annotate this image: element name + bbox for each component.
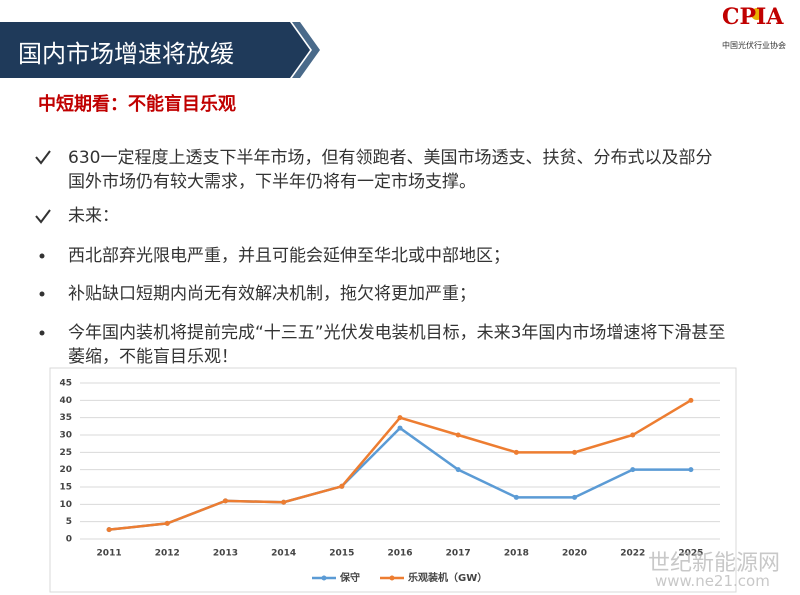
y-tick-label: 25 bbox=[59, 448, 72, 458]
point bbox=[339, 483, 345, 489]
point bbox=[630, 467, 636, 473]
y-tick-label: 0 bbox=[66, 535, 72, 545]
logo-sun bbox=[751, 8, 763, 20]
legend-swatch-point bbox=[389, 575, 395, 581]
y-tick-label: 20 bbox=[59, 465, 72, 475]
watermark: 世纪新能源网 bbox=[648, 551, 781, 576]
x-tick-label: 2011 bbox=[97, 549, 122, 559]
point bbox=[630, 432, 636, 438]
chart-frame bbox=[49, 367, 737, 593]
y-tick-label: 10 bbox=[59, 500, 72, 510]
banner-edge bbox=[292, 22, 320, 78]
check-marker bbox=[35, 150, 51, 165]
x-tick-label: 2012 bbox=[155, 549, 180, 559]
title-banner bbox=[0, 22, 310, 78]
point bbox=[455, 467, 461, 473]
point bbox=[397, 415, 403, 421]
point bbox=[222, 498, 228, 504]
point bbox=[688, 397, 694, 403]
bullet-text: 西北部弃光限电严重，并且可能会延伸至华北或中部地区； bbox=[68, 246, 510, 266]
x-tick-label: 2022 bbox=[620, 549, 645, 559]
bullet-text: 未来： bbox=[68, 206, 119, 226]
legend-label: 乐观装机（GW） bbox=[408, 571, 487, 584]
watermark-url: www.ne21.com bbox=[655, 572, 770, 590]
x-tick-label: 2015 bbox=[329, 549, 354, 559]
bullet-marker bbox=[39, 253, 45, 259]
point bbox=[513, 494, 519, 500]
bullet-text: 补贴缺口短期内尚无有效解决机制，拖欠将更加严重； bbox=[68, 284, 476, 304]
y-tick-label: 45 bbox=[59, 379, 72, 389]
y-tick-label: 30 bbox=[59, 431, 72, 441]
x-tick-label: 2014 bbox=[271, 549, 296, 559]
legend-swatch-point bbox=[321, 575, 327, 581]
bullet-text: 今年国内装机将提前完成“十三五”光伏发电装机目标，未来3年国内市场增速将下滑甚至… bbox=[68, 323, 726, 367]
subtitle: 中短期看：不能盲目乐观 bbox=[38, 94, 236, 115]
y-tick-label: 35 bbox=[59, 413, 72, 423]
header-title: 国内市场增速将放缓 bbox=[18, 40, 234, 68]
logo-subtitle: 中国光伏行业协会 bbox=[722, 41, 786, 50]
point bbox=[455, 432, 461, 438]
x-tick-label: 2016 bbox=[387, 549, 412, 559]
point bbox=[688, 467, 694, 473]
point bbox=[397, 425, 403, 431]
x-tick-label: 2020 bbox=[562, 549, 587, 559]
check-marker bbox=[35, 209, 51, 224]
x-tick-label: 2025 bbox=[678, 549, 703, 559]
point bbox=[106, 527, 112, 533]
point bbox=[513, 449, 519, 455]
point bbox=[572, 449, 578, 455]
y-tick-label: 40 bbox=[59, 396, 72, 406]
point bbox=[281, 499, 287, 505]
x-tick-label: 2017 bbox=[446, 549, 471, 559]
bullet-text: 630一定程度上透支下半年市场，但有领跑者、美国市场透支、扶贫、分布式以及部分国… bbox=[68, 148, 713, 192]
legend-label: 保守 bbox=[339, 571, 360, 584]
y-tick-label: 5 bbox=[66, 517, 72, 527]
y-tick-label: 15 bbox=[59, 483, 72, 493]
x-tick-label: 2013 bbox=[213, 549, 238, 559]
x-tick-label: 2018 bbox=[504, 549, 529, 559]
logo-name: CPIA bbox=[722, 4, 784, 30]
bullet-marker bbox=[39, 330, 45, 336]
point bbox=[572, 494, 578, 500]
point bbox=[164, 520, 170, 526]
bullet-marker bbox=[39, 291, 45, 297]
